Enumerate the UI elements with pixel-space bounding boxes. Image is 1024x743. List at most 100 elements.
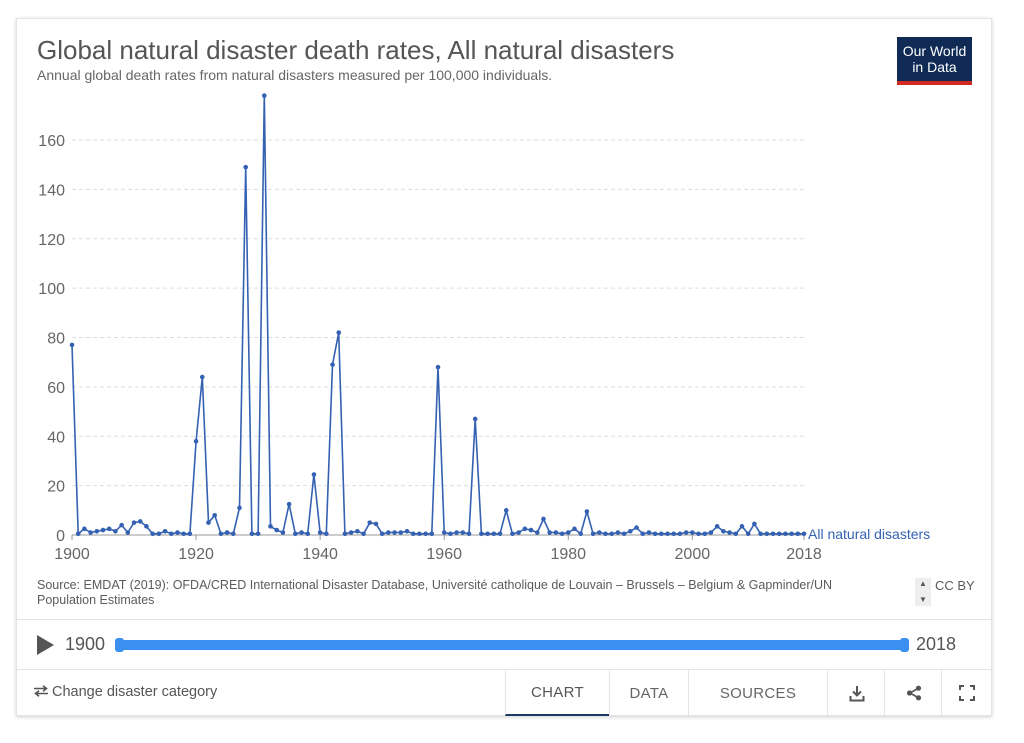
tab-data[interactable]: DATA xyxy=(609,670,688,716)
tab-sources[interactable]: SOURCES xyxy=(688,670,827,716)
data-point xyxy=(441,530,447,535)
x-tick-label: 1900 xyxy=(54,546,90,563)
data-point xyxy=(714,524,720,529)
data-point xyxy=(479,531,484,537)
data-point xyxy=(330,362,335,367)
data-point xyxy=(150,531,155,537)
data-point xyxy=(218,531,224,537)
data-point xyxy=(305,531,311,537)
x-tick-label: 2018 xyxy=(786,546,822,563)
data-point xyxy=(113,528,118,534)
fullscreen-button[interactable] xyxy=(941,670,992,716)
data-point xyxy=(460,530,466,535)
data-point xyxy=(423,531,428,537)
data-point xyxy=(497,531,503,537)
data-point xyxy=(404,528,410,534)
data-point xyxy=(491,531,497,537)
data-point xyxy=(783,531,788,537)
chart-card: Global natural disaster death rates, All… xyxy=(16,18,992,716)
share-button[interactable] xyxy=(884,670,942,716)
series-line xyxy=(71,94,804,535)
scroll-arrows[interactable]: ▲ ▼ xyxy=(915,578,931,606)
data-point xyxy=(739,524,745,529)
y-tick-label: 140 xyxy=(38,182,65,199)
data-point xyxy=(435,364,441,370)
data-point xyxy=(466,531,472,537)
data-point xyxy=(386,530,391,535)
data-point xyxy=(789,531,794,537)
data-point xyxy=(596,530,602,535)
data-point xyxy=(683,530,689,535)
data-point xyxy=(187,531,193,537)
data-point xyxy=(230,531,236,537)
fullscreen-icon xyxy=(959,685,975,701)
y-tick-label: 160 xyxy=(38,133,65,150)
play-icon[interactable] xyxy=(37,635,54,655)
data-point xyxy=(373,521,379,527)
data-point xyxy=(776,531,782,537)
tab-data-label: DATA xyxy=(629,684,669,702)
data-point xyxy=(125,530,131,535)
data-point xyxy=(764,531,770,537)
data-point xyxy=(410,531,416,537)
data-point xyxy=(603,531,608,537)
timeline: 1900 2018 xyxy=(17,619,991,670)
chevron-up-icon[interactable]: ▲ xyxy=(919,579,927,588)
data-point xyxy=(721,528,726,534)
data-point xyxy=(795,531,801,537)
data-point xyxy=(522,526,528,532)
chevron-down-icon[interactable]: ▼ xyxy=(919,595,927,604)
download-icon xyxy=(849,685,864,701)
data-point xyxy=(733,531,739,537)
data-point xyxy=(472,416,478,422)
data-point xyxy=(293,531,298,537)
data-point xyxy=(181,531,186,537)
logo-line1: Our World xyxy=(902,43,967,59)
data-point xyxy=(690,530,695,535)
data-point xyxy=(100,527,106,533)
data-point xyxy=(652,531,658,537)
data-point xyxy=(565,530,571,535)
data-point xyxy=(485,531,490,537)
data-point xyxy=(584,509,590,514)
data-point xyxy=(417,531,422,537)
y-tick-label: 20 xyxy=(47,479,65,496)
timeline-end-handle[interactable] xyxy=(900,638,909,652)
data-point xyxy=(534,530,540,535)
download-button[interactable] xyxy=(827,670,885,716)
line-chart: 0 20 40 60 80 100 120 140 160 1900 1920 1940 1960 198… xyxy=(38,93,930,563)
y-tick-label: 100 xyxy=(38,281,65,298)
data-point xyxy=(262,93,267,98)
source-note: Source: EMDAT (2019): OFDA/CRED Internat… xyxy=(37,578,833,607)
data-point xyxy=(342,531,348,537)
chart-title: Global natural disaster death rates, All… xyxy=(37,35,675,65)
data-point xyxy=(628,528,633,534)
data-point xyxy=(510,531,515,537)
data-point xyxy=(324,531,329,537)
data-point xyxy=(547,530,552,535)
change-category-button[interactable]: Change disaster category xyxy=(33,684,217,700)
data-point xyxy=(572,526,577,532)
data-point xyxy=(131,520,137,525)
timeline-start-handle[interactable] xyxy=(115,638,124,652)
data-point xyxy=(355,528,360,534)
timeline-track[interactable] xyxy=(115,638,909,652)
data-point xyxy=(752,521,757,527)
data-point xyxy=(317,530,323,535)
data-point xyxy=(553,530,559,535)
owid-logo[interactable]: Our World in Data xyxy=(897,37,972,85)
tab-chart[interactable]: CHART xyxy=(505,670,609,716)
data-point xyxy=(727,530,732,535)
y-tick-label: 60 xyxy=(47,380,65,397)
x-tick-label: 1920 xyxy=(178,546,214,563)
data-point xyxy=(801,531,807,537)
data-point xyxy=(75,531,81,537)
data-point xyxy=(398,530,404,535)
data-point xyxy=(348,530,354,535)
data-point xyxy=(193,438,199,444)
data-point xyxy=(94,528,100,534)
license-label[interactable]: CC BY xyxy=(935,578,975,593)
y-tick-label: 40 xyxy=(47,429,65,446)
data-point xyxy=(280,530,286,535)
data-point xyxy=(361,531,366,537)
